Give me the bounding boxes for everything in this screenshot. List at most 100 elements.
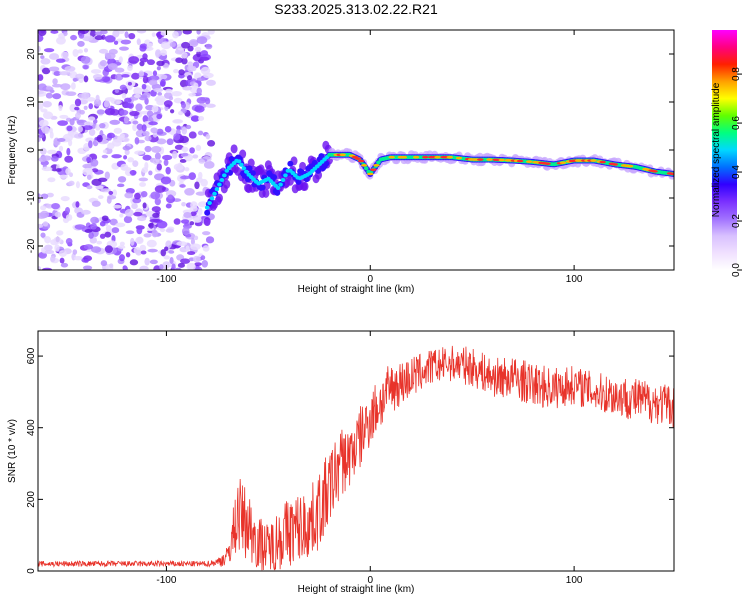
spectrogram-noise-blob xyxy=(107,63,118,71)
spectrogram-noise-blob xyxy=(123,155,128,160)
spectrogram-noise-blob xyxy=(172,31,179,39)
spectrogram-noise-blob xyxy=(173,218,181,225)
spectrogram-noise-blob xyxy=(48,127,53,134)
spectrogram-noise-blob xyxy=(143,233,152,238)
spectrogram-noise-blob xyxy=(72,48,79,57)
colorbar-label: Normalized spectral amplitude xyxy=(711,82,722,217)
spectrogram-noise-blob xyxy=(195,144,202,152)
spectrogram-noise-blob xyxy=(173,119,182,124)
spectrogram-noise-blob xyxy=(152,158,162,165)
spectrogram-noise-blob xyxy=(150,127,158,134)
spectrogram-noise-blob xyxy=(101,154,109,159)
spectrogram-noise-blob xyxy=(159,227,166,233)
spectrogram-noise-blob xyxy=(75,73,85,79)
spectrogram-x-label: Height of straight line (km) xyxy=(298,284,415,295)
spectrogram-noise-blob xyxy=(148,121,158,126)
spectrogram-noise-blob xyxy=(148,222,154,229)
spectrogram-noise-blob xyxy=(172,150,178,159)
spectrogram-noise-blob xyxy=(112,204,122,209)
spectrogram-noise-blob xyxy=(160,41,172,50)
spectrogram-noise-blob xyxy=(193,82,199,89)
spectrogram-noise-blob xyxy=(162,154,173,161)
spectrogram-noise-blob xyxy=(99,60,108,67)
spectrogram-noise-blob xyxy=(119,213,124,218)
spectrogram-noise-blob xyxy=(168,250,175,254)
spectrogram-noise-blob xyxy=(82,167,93,176)
spectrogram-noise-blob xyxy=(41,166,53,172)
spectrogram-noise-blob xyxy=(127,81,132,86)
spectrogram-noise-blob xyxy=(158,264,164,270)
spectrogram-noise-blob xyxy=(72,77,78,82)
spectrogram-noise-blob xyxy=(85,137,95,143)
spectrogram-noise-blob xyxy=(205,236,215,244)
colorbar: 0.0 0.2 0.4 0.6 0.8 Normalized spectral ampl… xyxy=(711,30,742,277)
spectrogram-noise-blob xyxy=(205,103,216,108)
spectrogram-peak-blob xyxy=(669,172,674,176)
spectrogram-noise-blob xyxy=(144,257,150,266)
spectrogram-noise-blob xyxy=(66,147,71,156)
spectrogram-noise-blob xyxy=(95,94,100,102)
spectrogram-noise-blob xyxy=(42,221,49,227)
spectrogram-noise-blob xyxy=(127,157,135,163)
spectrogram-noise-blob xyxy=(45,92,53,99)
spectrogram-noise-blob xyxy=(88,140,93,149)
spectrogram-noise-blob xyxy=(139,57,149,63)
spectrogram-noise-blob xyxy=(51,83,63,88)
spectrogram-noise-blob xyxy=(91,178,102,186)
spectrogram-noise-blob xyxy=(128,32,136,40)
spectrogram-peak-blob xyxy=(516,159,524,163)
spectrogram-noise-blob xyxy=(76,119,84,124)
spectrogram-noise-blob xyxy=(134,137,140,145)
spectrogram-noise-blob xyxy=(55,36,66,45)
spectrogram-noise-blob xyxy=(149,259,158,265)
spectrogram-noise-blob xyxy=(77,125,83,133)
spectrogram-halo-blob xyxy=(301,181,309,191)
spectrogram-noise-blob xyxy=(152,212,160,218)
spectrogram-core-blob xyxy=(376,160,381,165)
spectrogram-noise-blob xyxy=(139,182,147,187)
spectrogram-noise-blob xyxy=(165,166,171,175)
spectrogram-peak-blob xyxy=(367,172,374,176)
spectrogram-noise-blob xyxy=(188,131,197,139)
spectrogram-noise-blob xyxy=(38,251,47,259)
snr-x-tick-label: 0 xyxy=(367,575,373,586)
spectrogram-noise-blob xyxy=(156,163,162,171)
spectrogram-noise-blob xyxy=(188,92,196,97)
spectrogram-noise-blob xyxy=(40,58,51,65)
spectrogram-noise-blob xyxy=(38,133,45,139)
spectrogram-noise-blob xyxy=(202,245,210,252)
spectrogram-noise-blob xyxy=(74,224,86,230)
spectrogram-noise-blob xyxy=(175,57,183,64)
spectrogram-noise-blob xyxy=(111,227,120,234)
spectrogram-noise-blob xyxy=(103,100,110,108)
spectrogram-noise-blob xyxy=(58,104,63,112)
spectrogram-noise-blob xyxy=(139,244,147,252)
spectrogram-noise-blob xyxy=(197,207,203,216)
spectrogram-noise-blob xyxy=(178,69,185,76)
spectrogram-noise-blob xyxy=(203,160,215,169)
spectrogram-noise-blob xyxy=(138,177,149,182)
spectrogram-noise-blob xyxy=(142,131,150,137)
spectrogram-core-blob xyxy=(209,196,215,201)
spectrogram-noise-blob xyxy=(135,103,143,112)
spectrogram-noise-blob xyxy=(154,185,166,193)
spectrogram-noise-blob xyxy=(189,221,195,226)
spectrogram-noise-blob xyxy=(194,235,199,241)
spectrogram-noise-blob xyxy=(78,30,90,35)
spectrogram-core-blob xyxy=(222,173,227,178)
spectrogram-noise-blob xyxy=(50,255,56,263)
spectrogram-noise-blob xyxy=(173,133,181,141)
spectrogram-noise-blob xyxy=(194,46,202,53)
spectrogram-noise-blob xyxy=(104,245,114,254)
spectrogram-noise-blob xyxy=(164,125,172,133)
spectrogram-noise-blob xyxy=(109,119,121,125)
spectrogram-halo-blob xyxy=(262,188,270,198)
spectrogram-noise-blob xyxy=(117,30,125,34)
spectrogram-noise-blob xyxy=(156,66,161,71)
spectrogram-noise-blob xyxy=(55,58,66,63)
spectrogram-noise-blob xyxy=(74,133,84,139)
spectrogram-noise-blob xyxy=(113,40,119,45)
spectrogram-peak-blob xyxy=(400,155,408,159)
spectrogram-noise-blob xyxy=(59,257,65,264)
